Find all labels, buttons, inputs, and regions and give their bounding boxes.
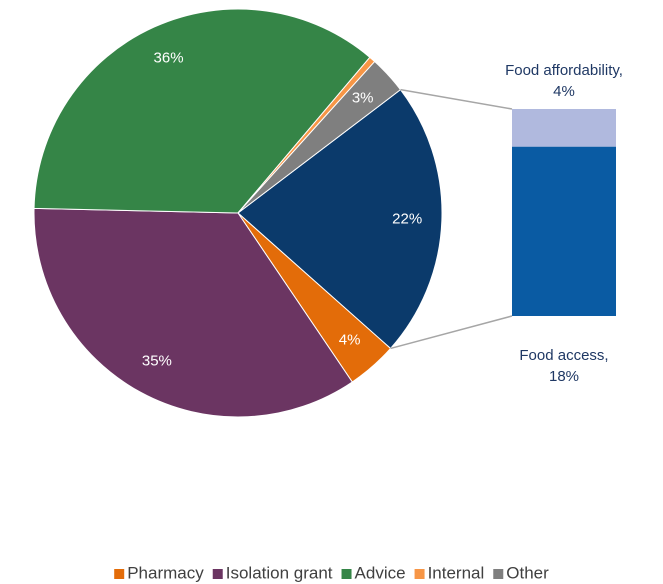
bar-segment (512, 146, 616, 316)
legend-swatch (414, 569, 425, 579)
bar-label: Food access, (519, 347, 608, 364)
pie-slice (237, 60, 402, 214)
pie-slice (33, 207, 353, 418)
bar-label: 18% (549, 368, 579, 385)
legend-swatch (341, 569, 352, 579)
data-label: 22% (392, 210, 422, 227)
bar-label: Food affordability, (505, 62, 623, 79)
legend-swatch (212, 569, 223, 579)
legend-swatch (493, 569, 504, 579)
pie-slice (33, 8, 371, 214)
legend-label: Isolation grant (226, 563, 333, 582)
pie-slice (237, 88, 443, 350)
data-label: 35% (142, 353, 172, 370)
bar-label: 4% (553, 83, 575, 100)
connector-line (390, 315, 513, 350)
legend-label: Pharmacy (127, 563, 204, 582)
connector-line (400, 88, 513, 110)
data-label: 36% (154, 50, 184, 67)
bar-segment (512, 109, 616, 147)
data-label: 4% (339, 331, 361, 348)
data-label: 3% (352, 89, 374, 106)
legend-label: Other (506, 563, 549, 582)
legend-label: Internal (428, 563, 485, 582)
legend: Pharmacy Isolation grant Advice Internal Oth… (114, 563, 549, 582)
legend-swatch (114, 569, 125, 579)
legend-label: Advice (355, 563, 406, 582)
